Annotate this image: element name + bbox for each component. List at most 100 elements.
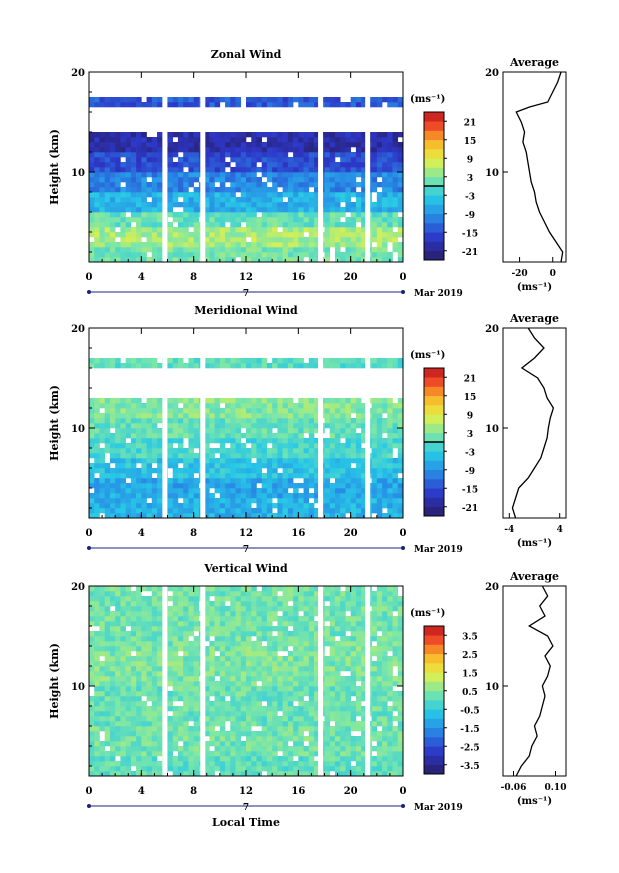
heatmap-cell [397, 363, 404, 369]
y-tick-label: 20 [71, 68, 85, 79]
heatmap-cell [146, 736, 153, 742]
heatmap-cell [214, 701, 221, 707]
heatmap-cell [120, 398, 126, 404]
heatmap-cell [251, 656, 257, 662]
heatmap-cell [94, 513, 100, 519]
heatmap-cell [314, 651, 320, 657]
heatmap-cell [287, 726, 294, 732]
heatmap-cell [89, 418, 95, 424]
heatmap-cell [183, 636, 189, 642]
heatmap-cell [314, 676, 320, 682]
heatmap-cell [397, 741, 404, 747]
colorbar-segment [424, 232, 444, 242]
heatmap-cell [246, 498, 252, 504]
heatmap-cell [214, 102, 221, 108]
heatmap-cell [324, 132, 331, 138]
heatmap-cell [376, 202, 383, 208]
heatmap-cell [329, 513, 336, 519]
heatmap-cell [167, 661, 174, 667]
heatmap-cell [329, 413, 336, 419]
heatmap-cell [151, 761, 158, 767]
heatmap-cell [266, 448, 273, 454]
heatmap-cell [204, 626, 210, 632]
heatmap-cell [308, 661, 315, 667]
heatmap-cell [177, 508, 184, 514]
heatmap-cell [282, 721, 289, 727]
heatmap-cell [392, 483, 399, 489]
heatmap-cell [303, 463, 310, 469]
heatmap-cell [151, 358, 158, 364]
heatmap-cell [172, 681, 179, 687]
heatmap-cell [361, 666, 367, 672]
heatmap-cell [141, 247, 147, 253]
heatmap-cell [235, 247, 242, 253]
heatmap-cell [293, 217, 299, 223]
heatmap-cell [272, 237, 278, 243]
heatmap-cell [89, 247, 95, 253]
heatmap-cell [392, 363, 399, 369]
heatmap-cell [240, 137, 247, 143]
heatmap-cell [204, 242, 210, 248]
heatmap-cell [340, 706, 346, 712]
y-tick-label: 20 [71, 324, 85, 335]
heatmap-cell [272, 222, 278, 228]
average-x-label: (ms⁻¹) [517, 538, 552, 549]
heatmap-cell [151, 701, 158, 707]
heatmap-cell [308, 413, 315, 419]
heatmap-cell [355, 363, 362, 369]
heatmap-cell [324, 706, 331, 712]
heatmap-cell [125, 423, 132, 429]
heatmap-cell [350, 242, 357, 248]
heatmap-cell [157, 182, 163, 188]
heatmap-cell [397, 513, 404, 519]
heatmap-cell [355, 227, 362, 233]
heatmap-cell [251, 741, 257, 747]
heatmap-cell [204, 676, 210, 682]
heatmap-cell [303, 636, 310, 642]
heatmap-cell [308, 766, 315, 772]
heatmap-cell [334, 458, 341, 464]
heatmap-cell [261, 212, 268, 218]
heatmap-cell [109, 177, 116, 183]
heatmap-cell [350, 202, 357, 208]
heatmap-cell [167, 651, 174, 657]
heatmap-cell [387, 252, 393, 258]
heatmap-cell [204, 691, 210, 697]
heatmap-cell [115, 172, 121, 178]
heatmap-cell [350, 681, 357, 687]
heatmap-cell [287, 478, 294, 484]
heatmap-cell [146, 202, 153, 208]
heatmap-cell [272, 488, 278, 494]
heatmap-cell [282, 403, 289, 409]
heatmap-cell [256, 217, 262, 223]
heatmap-cell [240, 172, 247, 178]
heatmap-cell [282, 636, 289, 642]
heatmap-cell [167, 736, 174, 742]
heatmap-cell [392, 488, 399, 494]
heatmap-cell [141, 202, 147, 208]
heatmap-cell [172, 142, 179, 148]
heatmap-cell [235, 756, 242, 762]
heatmap-cell [251, 756, 257, 762]
heatmap-cell [172, 132, 179, 138]
heatmap-cell [219, 686, 226, 692]
heatmap-cell [209, 187, 215, 193]
heatmap-cell [340, 686, 346, 692]
heatmap-cell [177, 686, 184, 692]
heatmap-cell [303, 137, 310, 143]
heatmap-cell [214, 147, 221, 153]
heatmap-cell [371, 478, 378, 484]
heatmap-cell [277, 656, 283, 662]
heatmap-cell [251, 661, 257, 667]
heatmap-cell [94, 413, 100, 419]
heatmap-cell [293, 408, 299, 414]
heatmap-cell [314, 636, 320, 642]
heatmap-cell [141, 227, 147, 233]
heatmap-cell [251, 363, 257, 369]
heatmap-cell [287, 443, 294, 449]
heatmap-cell [125, 761, 132, 767]
heatmap-cell [214, 736, 221, 742]
heatmap-cell [272, 676, 278, 682]
heatmap-cell [115, 716, 121, 722]
